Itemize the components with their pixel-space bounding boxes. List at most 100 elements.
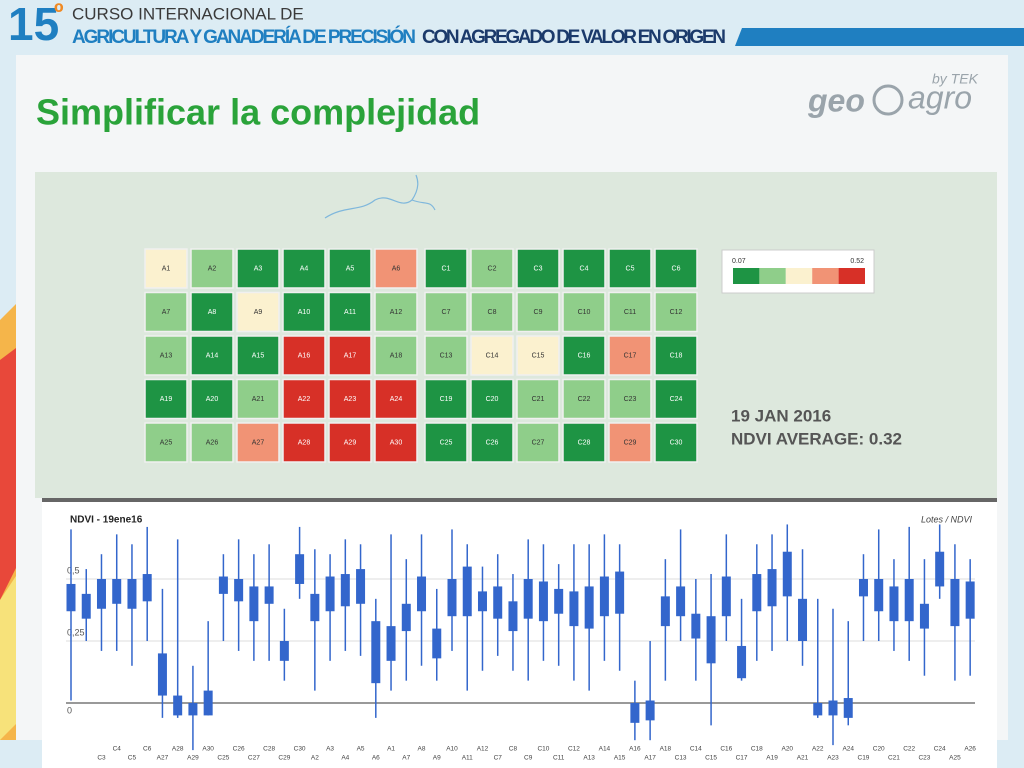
x-tick-label: C15	[705, 755, 717, 762]
plot-label: C23	[624, 396, 637, 403]
x-tick-label: C4	[113, 746, 122, 753]
plot-label: A4	[300, 265, 309, 272]
x-tick-label: C26	[233, 746, 245, 753]
box	[264, 586, 274, 604]
plot-label: A13	[160, 352, 173, 359]
box	[81, 593, 91, 619]
box	[477, 591, 487, 612]
plot-label: A18	[390, 352, 403, 359]
plot-cell	[470, 291, 514, 333]
x-tick-label: C13	[675, 755, 687, 762]
plot-cell	[236, 291, 280, 333]
x-tick-label: A28	[172, 746, 184, 753]
box	[218, 576, 228, 594]
map-average: NDVI AVERAGE: 0.32	[731, 429, 902, 448]
plot-cell	[282, 335, 326, 376]
plot-cell	[562, 378, 606, 420]
plot-cell	[374, 378, 418, 420]
box	[447, 579, 457, 617]
x-tick-label: C18	[751, 746, 763, 753]
x-tick-label: A10	[446, 746, 458, 753]
box	[340, 574, 350, 607]
plot-cell	[236, 248, 280, 289]
plot-cell	[144, 291, 188, 333]
plot-label: C4	[580, 265, 589, 272]
plot-label: A20	[206, 396, 219, 403]
plot-cell	[190, 378, 234, 420]
x-tick-label: A16	[629, 746, 641, 753]
plot-label: A14	[206, 352, 219, 359]
plot-label: A23	[344, 396, 357, 403]
x-tick-label: C19	[858, 755, 870, 762]
box	[782, 551, 792, 597]
y-tick-label: 0	[67, 705, 72, 715]
plot-cell	[328, 291, 372, 333]
box	[721, 576, 731, 617]
plot-label: C10	[578, 309, 591, 316]
plot-cell	[654, 248, 698, 289]
header-line2b: CON AGREGADO DE VALOR EN ORIGEN	[422, 27, 726, 48]
box	[371, 621, 381, 684]
x-tick-label: A20	[781, 746, 793, 753]
box	[173, 695, 183, 716]
plot-cell	[328, 422, 372, 463]
box	[630, 703, 640, 723]
box	[828, 700, 838, 716]
plot-cell	[190, 422, 234, 463]
plot-cell	[328, 335, 372, 376]
plot-label: C21	[532, 396, 545, 403]
box	[798, 598, 808, 641]
logo-globe	[872, 84, 904, 116]
plot-label: C29	[624, 439, 637, 446]
x-tick-label: A11	[462, 755, 473, 762]
plot-cell	[144, 422, 188, 463]
x-tick-label: C23	[918, 755, 930, 762]
x-tick-label: A6	[372, 755, 380, 762]
x-tick-label: C22	[903, 746, 915, 753]
x-tick-label: A2	[311, 755, 319, 762]
plot-cell	[470, 248, 514, 289]
box	[538, 581, 548, 622]
x-tick-label: A12	[477, 746, 489, 753]
box	[432, 628, 442, 659]
plot-cell	[144, 248, 188, 289]
box	[889, 586, 899, 622]
box	[417, 576, 427, 612]
box	[676, 586, 686, 617]
box	[127, 579, 137, 609]
plot-label: A28	[298, 439, 311, 446]
box	[112, 579, 122, 604]
x-tick-label: C24	[934, 746, 946, 753]
x-tick-label: A4	[341, 755, 349, 762]
legend-swatch	[733, 268, 760, 284]
plot-cell	[424, 248, 468, 289]
box	[234, 579, 244, 602]
plot-cell	[654, 291, 698, 333]
plot-label: A26	[206, 439, 219, 446]
plot-label: A27	[252, 439, 265, 446]
slide-title: Simplificar la complejidad	[36, 92, 480, 133]
plot-label: A8	[208, 309, 217, 316]
plot-label: A1	[162, 265, 171, 272]
plot-label: A22	[298, 396, 311, 403]
box	[142, 574, 152, 602]
plot-label: A6	[392, 265, 401, 272]
plot-cell	[608, 422, 652, 463]
x-tick-label: C14	[690, 746, 702, 753]
plot-label: C15	[532, 352, 545, 359]
box	[767, 569, 777, 607]
legend-swatch	[785, 268, 813, 284]
plot-cell	[328, 378, 372, 420]
chart-panel	[42, 500, 997, 768]
plot-cell	[282, 422, 326, 463]
plot-cell	[282, 378, 326, 420]
box	[462, 566, 472, 617]
logo-agro: agro	[908, 79, 972, 115]
plot-label: A17	[344, 352, 357, 359]
plot-label: C18	[670, 352, 683, 359]
x-tick-label: A18	[660, 746, 672, 753]
plot-cell	[374, 291, 418, 333]
plot-label: A12	[390, 309, 403, 316]
plot-cell	[282, 291, 326, 333]
plot-label: C14	[486, 352, 499, 359]
